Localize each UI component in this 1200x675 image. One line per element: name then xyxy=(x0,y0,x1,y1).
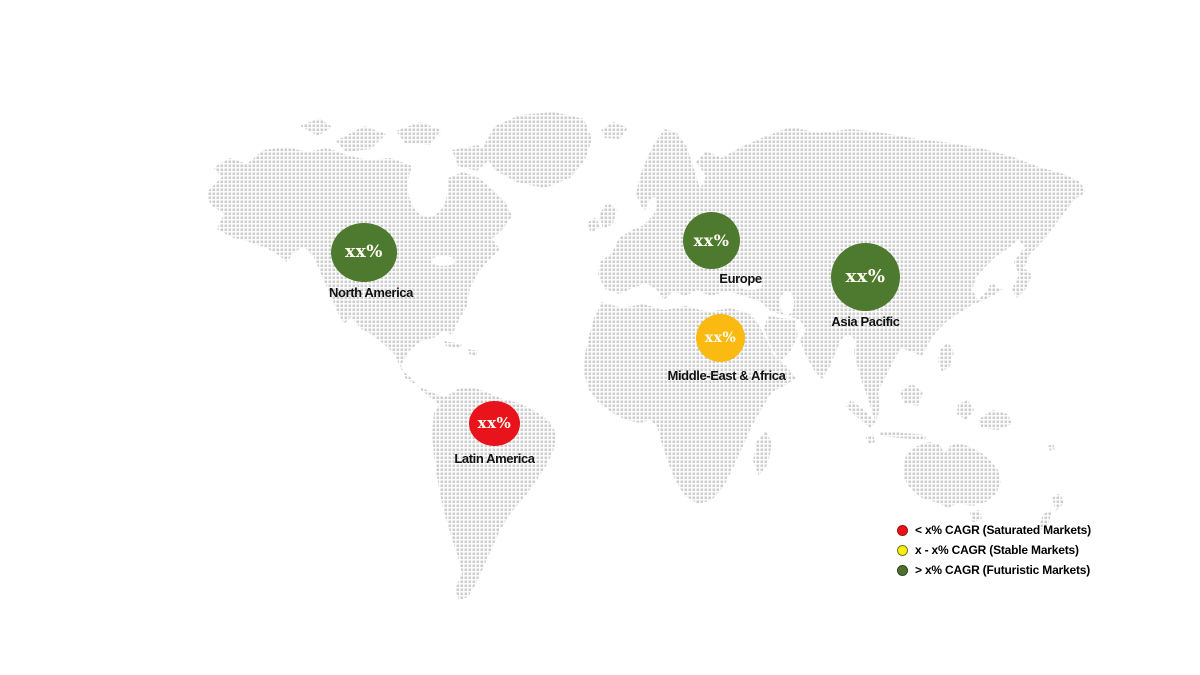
saturated-markets-dot-icon xyxy=(897,524,908,536)
bubble-latin-america: xx% xyxy=(469,401,520,446)
bubble-north-america: xx% xyxy=(331,223,397,282)
continent-australia-oceania xyxy=(903,442,1064,531)
legend-label: > x% CAGR (Futuristic Markets) xyxy=(915,563,1091,577)
region-middle-east-africa: xx% Middle-East & Africa xyxy=(668,314,786,383)
region-value: xx% xyxy=(477,414,512,432)
bubble-asia-pacific: xx% xyxy=(831,243,900,311)
region-label: Latin America xyxy=(454,451,535,466)
region-value: xx% xyxy=(345,242,383,262)
region-europe: xx% Europe xyxy=(683,212,762,286)
region-value: xx% xyxy=(845,266,886,287)
futuristic-markets-dot-icon xyxy=(897,564,908,576)
region-asia-pacific: xx% Asia Pacific xyxy=(831,243,900,329)
region-label: North America xyxy=(329,285,413,300)
bubble-middle-east-africa: xx% xyxy=(696,314,745,362)
legend-item-futuristic: > x% CAGR (Futuristic Markets) xyxy=(897,560,1091,580)
continent-southeast-asia-islands xyxy=(846,342,1012,440)
legend-label: < x% CAGR (Saturated Markets) xyxy=(915,523,1091,537)
stable-markets-dot-icon xyxy=(897,544,908,556)
continent-greenland-iceland xyxy=(481,112,628,188)
inland-seas xyxy=(408,155,794,315)
legend-item-saturated: < x% CAGR (Saturated Markets) xyxy=(897,520,1091,540)
region-label: Asia Pacific xyxy=(831,314,900,329)
cagr-legend: < x% CAGR (Saturated Markets) x - x% CAG… xyxy=(897,520,1091,580)
region-label: Europe xyxy=(719,271,762,286)
region-label: Middle-East & Africa xyxy=(667,368,786,383)
region-value: xx% xyxy=(704,330,737,346)
legend-label: x - x% CAGR (Stable Markets) xyxy=(915,543,1079,557)
continent-south-america xyxy=(432,387,557,600)
region-latin-america: xx% Latin America xyxy=(454,401,535,466)
legend-item-stable: x - x% CAGR (Stable Markets) xyxy=(897,540,1091,560)
continent-africa xyxy=(584,302,796,504)
region-value: xx% xyxy=(693,230,730,250)
bubble-europe: xx% xyxy=(683,212,740,269)
region-north-america: xx% North America xyxy=(329,223,413,300)
